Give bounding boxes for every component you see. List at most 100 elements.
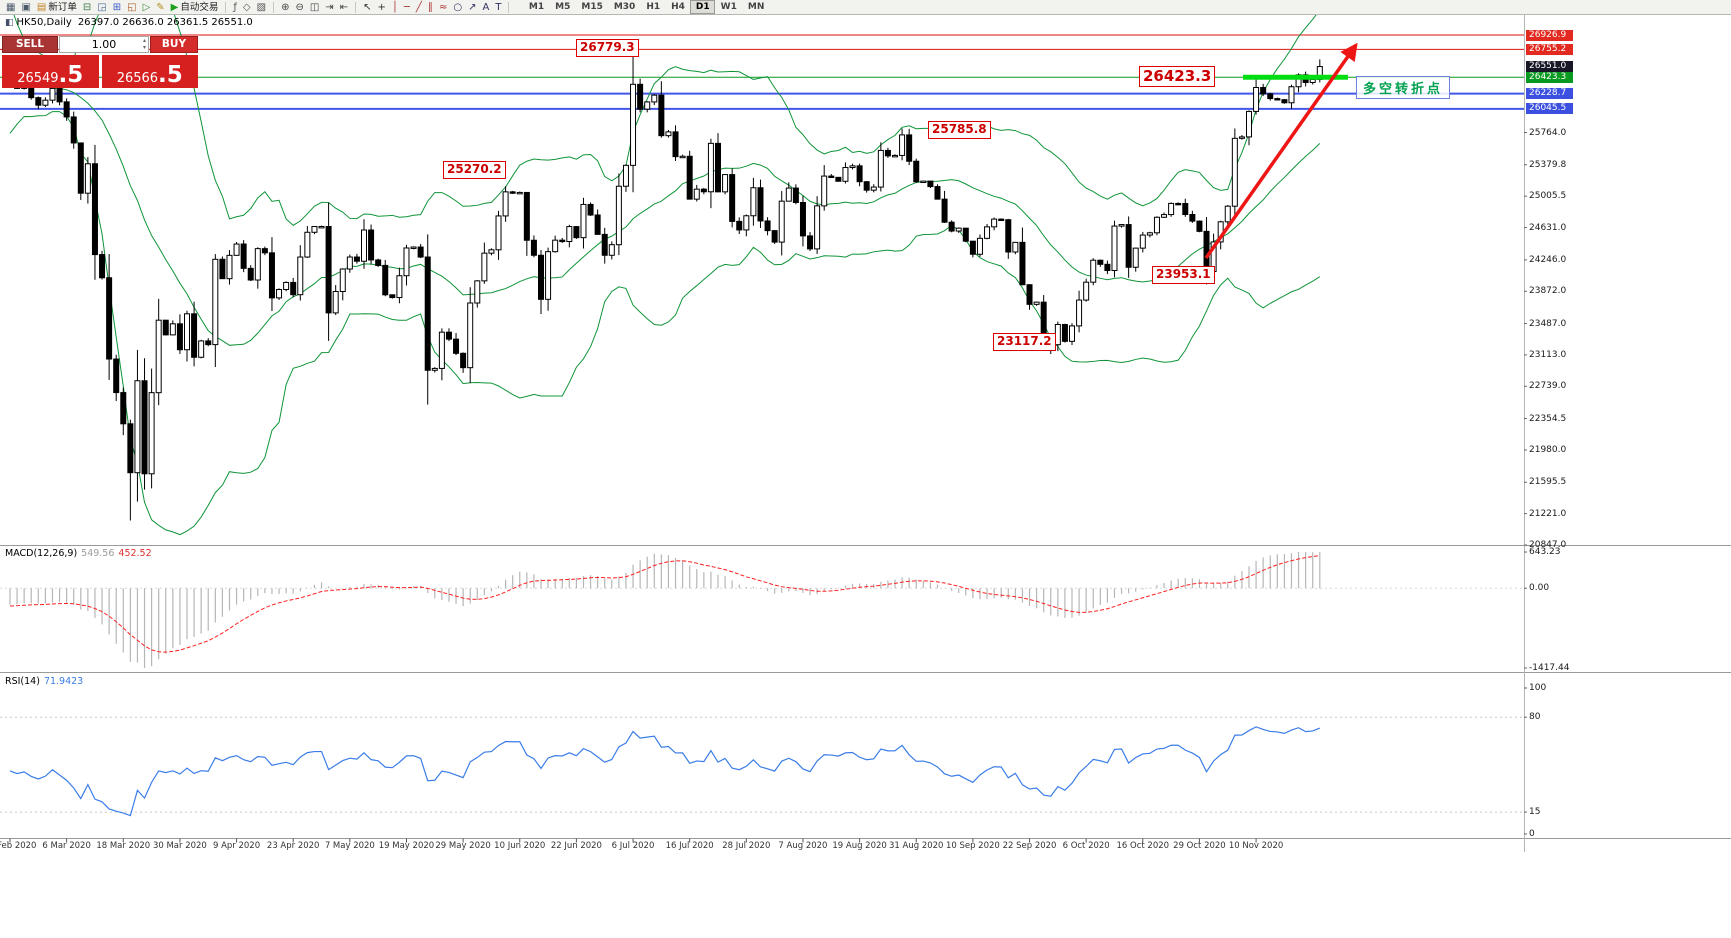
timeframe-d1-button[interactable]: D1 — [690, 0, 716, 14]
indicators-icon: ƒ — [233, 1, 237, 13]
main-chart-plot[interactable] — [0, 0, 1524, 536]
vertical-line-icon: │ — [391, 1, 398, 13]
autotrading-label: 自动交易 — [180, 1, 219, 13]
toolbar-separator — [273, 1, 275, 13]
chart-list-icon: ▣ — [21, 1, 31, 13]
timeframe-m15-button[interactable]: M15 — [581, 2, 603, 12]
buy-button[interactable]: BUY — [150, 36, 198, 53]
crosshair-button[interactable]: + — [374, 1, 388, 14]
auto-scroll-button[interactable]: ⇥ — [322, 1, 336, 14]
zoom-in-icon: ⊕ — [281, 1, 290, 13]
price-callout[interactable]: 26423.3 — [1139, 66, 1216, 88]
equidistant-channel-button[interactable]: ∥ — [425, 1, 436, 14]
trendline-icon: ╱ — [415, 1, 422, 13]
horizontal-line-icon: ─ — [403, 1, 410, 13]
metaeditor-icon: ✎ — [156, 1, 165, 13]
equidistant-channel-icon: ∥ — [427, 1, 433, 13]
timeframe-m30-button[interactable]: M30 — [613, 2, 636, 12]
bollinger-band — [13, 15, 1317, 226]
fibonacci-button[interactable]: ≈ — [436, 1, 450, 14]
chart-shift-button[interactable]: ⇤ — [337, 1, 351, 14]
shapes-icon: ○ — [453, 1, 463, 13]
strategy-tester-button[interactable]: ▷ — [140, 1, 154, 14]
market-watch-icon: ⊟ — [82, 1, 92, 13]
bid-price-main: 26549 — [17, 71, 59, 86]
new-order-button[interactable]: ▤ 新订单 — [34, 1, 80, 14]
rsi-value: 71.9423 — [43, 676, 84, 687]
timeframe-m1-button[interactable]: M1 — [528, 2, 545, 12]
timeframe-w1-button[interactable]: W1 — [720, 2, 737, 12]
bid-price-big-digit: .5 — [58, 62, 84, 88]
volume-value: 1.00 — [91, 38, 117, 51]
candlestick-series — [7, 47, 1323, 521]
indicators-button[interactable]: ƒ — [230, 1, 240, 14]
horizontal-line-button[interactable]: ─ — [401, 1, 413, 14]
chart-ohlc-values: 26397.0 26636.0 26361.5 26551.0 — [77, 17, 253, 28]
text-label-icon: T — [495, 1, 502, 13]
new-order-icon: ▤ — [36, 1, 47, 13]
autotrading-button[interactable]: ▶ 自动交易 — [168, 1, 222, 14]
zoom-in-button[interactable]: ⊕ — [278, 1, 292, 14]
objects-list-button[interactable]: ◇ — [240, 1, 254, 14]
chart-symbol-period: HK50,Daily — [16, 17, 72, 28]
timeframe-h4-button[interactable]: H4 — [671, 2, 685, 12]
terminal-button[interactable]: ◱ — [124, 1, 139, 14]
chart-icon: ◧ — [5, 18, 14, 28]
timeframe-bar: M1 M5 M15 M30 H1 H4 D1 W1 MN — [523, 0, 769, 14]
text-button[interactable]: A — [479, 1, 492, 14]
timeframe-mn-button[interactable]: MN — [747, 2, 765, 12]
trend-arrow[interactable] — [1204, 42, 1358, 260]
auto-scroll-icon: ⇥ — [325, 1, 334, 13]
metaeditor-button[interactable]: ✎ — [153, 1, 167, 14]
ask-price-big-digit: .5 — [158, 62, 183, 88]
volume-stepper[interactable]: ▴ ▾ — [143, 37, 146, 51]
strategy-tester-icon: ▷ — [142, 1, 151, 13]
autotrading-icon: ▶ — [170, 1, 179, 13]
timeframe-h1-button[interactable]: H1 — [646, 2, 661, 12]
price-callout[interactable]: 23117.2 — [993, 333, 1056, 351]
arrows-button[interactable]: ↗ — [465, 1, 479, 14]
trendline-button[interactable]: ╱ — [413, 1, 425, 14]
toolbar-separator — [508, 1, 510, 13]
toolbar-separator — [355, 1, 357, 13]
one-click-trading-panel: SELL 1.00 ▴ ▾ BUY 26549.5 26566.5 — [2, 36, 198, 88]
stepper-up-icon[interactable]: ▴ — [142, 37, 146, 44]
ask-price-main: 26566 — [116, 71, 159, 86]
data-window-button[interactable]: ◲ — [94, 1, 109, 14]
zoom-out-icon: ⊖ — [295, 1, 304, 13]
shapes-button[interactable]: ○ — [450, 1, 465, 14]
price-callout[interactable]: 25785.8 — [928, 121, 991, 139]
turning-point-annotation[interactable]: 多空转折点 — [1356, 76, 1451, 99]
vertical-line-button[interactable]: │ — [389, 1, 401, 14]
timeframe-m5-button[interactable]: M5 — [555, 2, 571, 12]
text-label-button[interactable]: T — [492, 1, 504, 14]
rsi-line — [9, 726, 1321, 817]
chart-list-button[interactable]: ▣ — [18, 1, 33, 14]
rsi-plot — [0, 716, 1524, 817]
zoom-out-button[interactable]: ⊖ — [292, 1, 306, 14]
toolbar-separator — [225, 1, 227, 13]
new-order-label: 新订单 — [48, 1, 77, 13]
text-icon: A — [482, 1, 490, 13]
market-watch-button[interactable]: ⊟ — [80, 1, 94, 14]
templates-button[interactable]: ▧ — [254, 1, 269, 14]
navigator-button[interactable]: ⊞ — [110, 1, 124, 14]
macd-indicator-label: MACD(12,26,9) 549.56 452.52 — [5, 548, 152, 559]
macd-signal-line — [9, 555, 1320, 653]
new-chart-button[interactable]: ▦ — [3, 1, 18, 14]
ask-price-display[interactable]: 26566.5 — [101, 55, 198, 88]
navigator-icon: ⊞ — [112, 1, 122, 13]
price-callout[interactable]: 25270.2 — [443, 161, 506, 179]
stepper-down-icon[interactable]: ▾ — [142, 44, 146, 51]
bid-price-display[interactable]: 26549.5 — [2, 55, 99, 88]
tile-windows-button[interactable]: ◫ — [307, 1, 322, 14]
price-callout[interactable]: 23953.1 — [1152, 266, 1215, 284]
price-callout[interactable]: 26779.3 — [576, 39, 639, 57]
bollinger-band — [9, 67, 1321, 346]
sell-button[interactable]: SELL — [2, 36, 58, 53]
rsi-indicator-label: RSI(14) 71.9423 — [5, 676, 83, 687]
macd-name: MACD(12,26,9) — [5, 548, 78, 559]
volume-input[interactable]: 1.00 ▴ ▾ — [59, 36, 149, 53]
cursor-button[interactable]: ↖ — [360, 1, 374, 14]
